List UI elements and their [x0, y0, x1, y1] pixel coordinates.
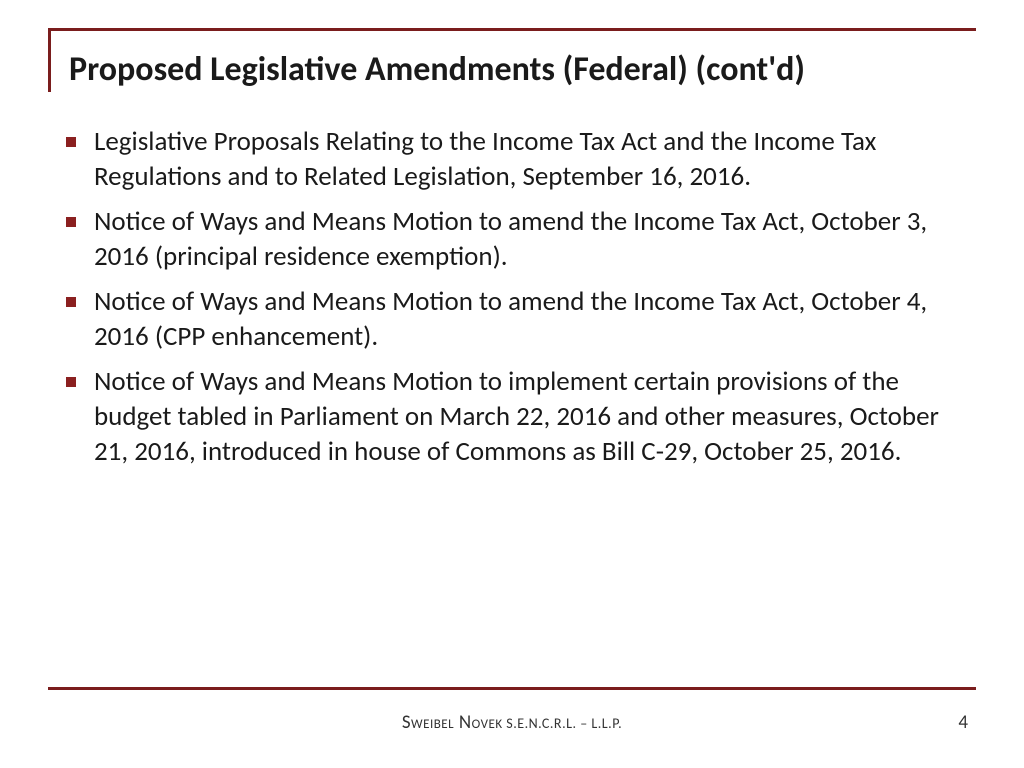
- firm-suffix: S.E.N.C.R.L. – L.L.P.: [503, 715, 623, 732]
- slide-title: Proposed Legislative Amendments (Federal…: [69, 49, 976, 92]
- slide: Proposed Legislative Amendments (Federal…: [0, 0, 1024, 768]
- firm-name: Sweibel Novek: [402, 711, 503, 734]
- footer: Sweibel Novek S.E.N.C.R.L. – L.L.P.: [0, 711, 1024, 734]
- list-item: Legislative Proposals Relating to the In…: [66, 124, 966, 194]
- list-item: Notice of Ways and Means Motion to imple…: [66, 364, 966, 469]
- footer-rule: [48, 687, 976, 690]
- title-block: Proposed Legislative Amendments (Federal…: [48, 28, 976, 92]
- list-item: Notice of Ways and Means Motion to amend…: [66, 284, 966, 354]
- content-area: Legislative Proposals Relating to the In…: [48, 124, 976, 470]
- list-item: Notice of Ways and Means Motion to amend…: [66, 204, 966, 274]
- page-number: 4: [958, 711, 968, 734]
- bullet-list: Legislative Proposals Relating to the In…: [66, 124, 966, 470]
